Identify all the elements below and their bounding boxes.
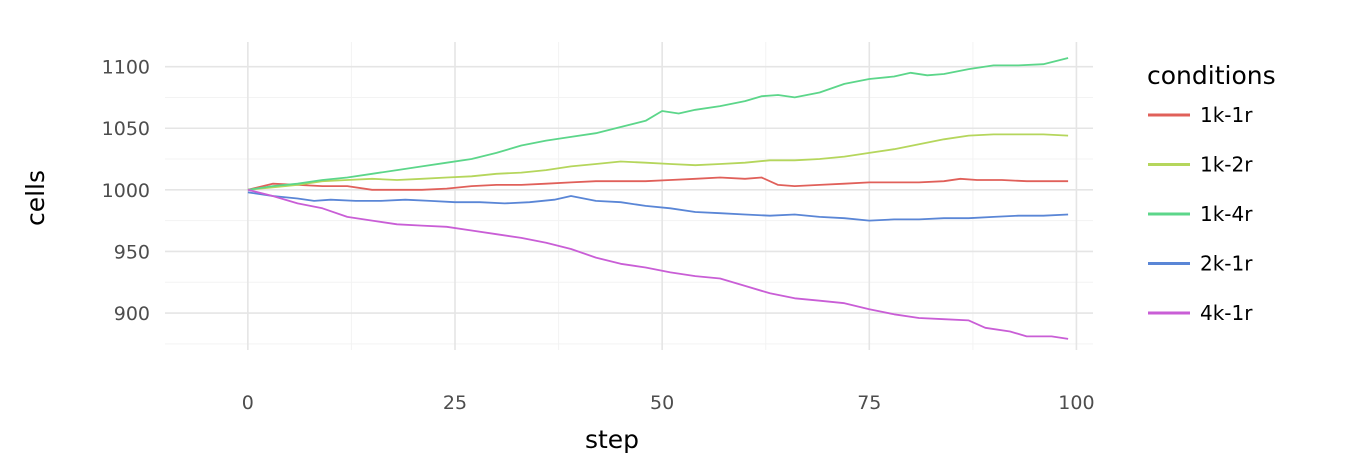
y-tick-label: 1100 <box>102 57 150 79</box>
series-line-1k-1r <box>247 176 1069 191</box>
series-layer <box>247 57 1069 340</box>
x-tick-label: 50 <box>650 392 674 414</box>
y-tick-label: 900 <box>114 303 150 325</box>
series-line-1k-4r <box>247 57 1069 191</box>
x-tick-label: 25 <box>443 392 467 414</box>
x-tick-label: 75 <box>857 392 881 414</box>
legend-title: conditions <box>1147 61 1276 90</box>
legend-label-2k-1r: 2k-1r <box>1200 252 1253 276</box>
series-line-4k-1r <box>247 188 1069 340</box>
legend: conditions 1k-1r 1k-2r 1k-4r 2k-1r 4k-1r <box>1147 61 1276 325</box>
y-tick-label: 950 <box>114 241 150 263</box>
x-tick-label: 100 <box>1058 392 1094 414</box>
legend-label-1k-4r: 1k-4r <box>1200 202 1253 226</box>
series-line-1k-2r <box>247 133 1069 191</box>
x-tick-label: 0 <box>242 392 254 414</box>
series-line-2k-1r <box>247 191 1069 222</box>
legend-label-1k-1r: 1k-1r <box>1200 103 1253 127</box>
legend-label-1k-2r: 1k-2r <box>1200 153 1253 177</box>
x-axis-title: step <box>585 425 639 454</box>
y-axis-title: cells <box>21 170 50 226</box>
y-tick-label: 1000 <box>102 180 150 202</box>
grid <box>165 42 1093 350</box>
y-tick-label: 1050 <box>102 118 150 140</box>
tick-labels: 0 25 50 75 100 900 950 1000 1050 1100 <box>102 57 1095 414</box>
legend-label-4k-1r: 4k-1r <box>1200 301 1253 325</box>
